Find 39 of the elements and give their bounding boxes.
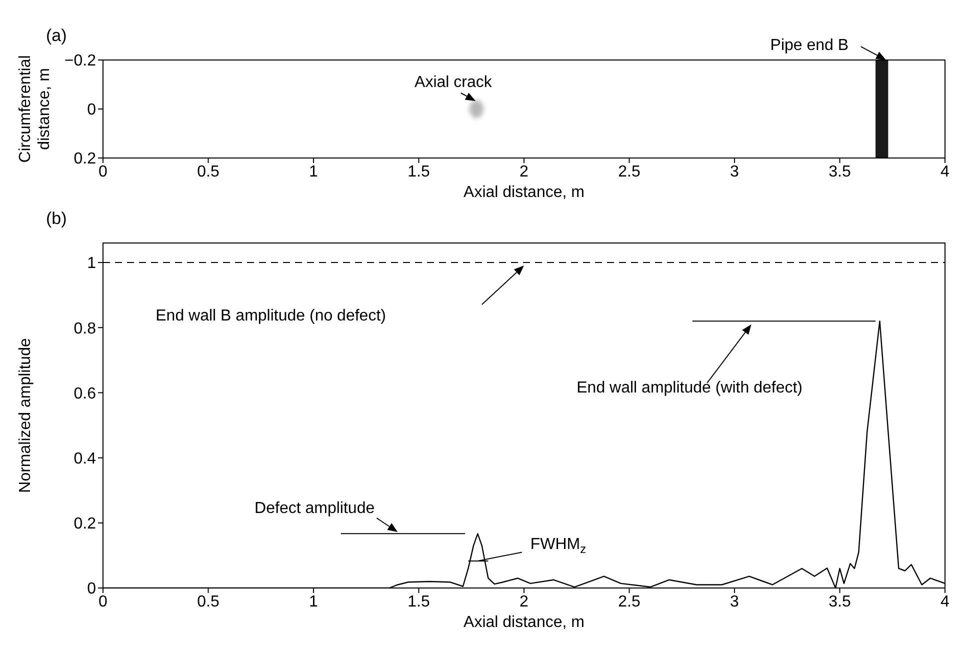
x-tick-label: 1: [309, 163, 318, 180]
x-tick-label: 3: [730, 593, 740, 610]
x-axis-title: Axial distance, m: [464, 614, 584, 631]
x-tick-label: 3.5: [828, 163, 851, 180]
chart-title: (b): [46, 209, 67, 229]
x-tick-label: 0: [98, 163, 108, 180]
annotation: Axial crack: [414, 74, 493, 91]
x-tick-label: 1: [309, 593, 318, 610]
y-tick-label: 0.4: [74, 450, 96, 468]
y-tick-label: 1: [87, 255, 96, 272]
x-tick-label: 0: [98, 593, 108, 610]
y-tick-label: 0.2: [74, 150, 96, 168]
ref-line-label: End wall B amplitude (no defect): [156, 308, 386, 325]
y-tick-label: 0: [87, 102, 96, 119]
x-tick-label: 2: [520, 593, 529, 610]
x-tick-label: 3: [730, 163, 740, 180]
y-axis-title: Circumferential distance, m: [17, 55, 53, 163]
y-tick-label: 0: [87, 580, 96, 598]
y-tick-label: 0.2: [74, 516, 96, 533]
text: Pipe end B: [770, 37, 849, 54]
y-tick-label: 0.6: [74, 385, 96, 402]
annotation: FWHM$_{z}$: [530, 536, 586, 556]
x-tick-label: 3.5: [828, 593, 851, 610]
y-tick-label: −0.2: [64, 52, 96, 70]
annotation: Defect amplitude: [254, 500, 375, 518]
x-axis-title: Axial distance, m: [464, 184, 584, 201]
chart-title: (a): [46, 26, 67, 46]
x-tick-label: 0.5: [197, 593, 220, 610]
x-tick-label: 0.5: [197, 163, 220, 180]
x-tick-label: 4: [940, 593, 950, 610]
x-tick-label: 4: [940, 163, 950, 180]
x-tick-label: 1.5: [408, 593, 430, 610]
y-tick-label: 0.8: [74, 320, 96, 338]
annotation: End wall amplitude (with defect): [576, 380, 803, 397]
x-tick-label: 1.5: [408, 163, 430, 180]
y-axis-title: Normalized amplitude: [17, 338, 34, 493]
x-tick-label: 2.5: [618, 163, 640, 180]
x-tick-label: 2.5: [618, 593, 640, 610]
x-tick-label: 2: [520, 163, 529, 180]
